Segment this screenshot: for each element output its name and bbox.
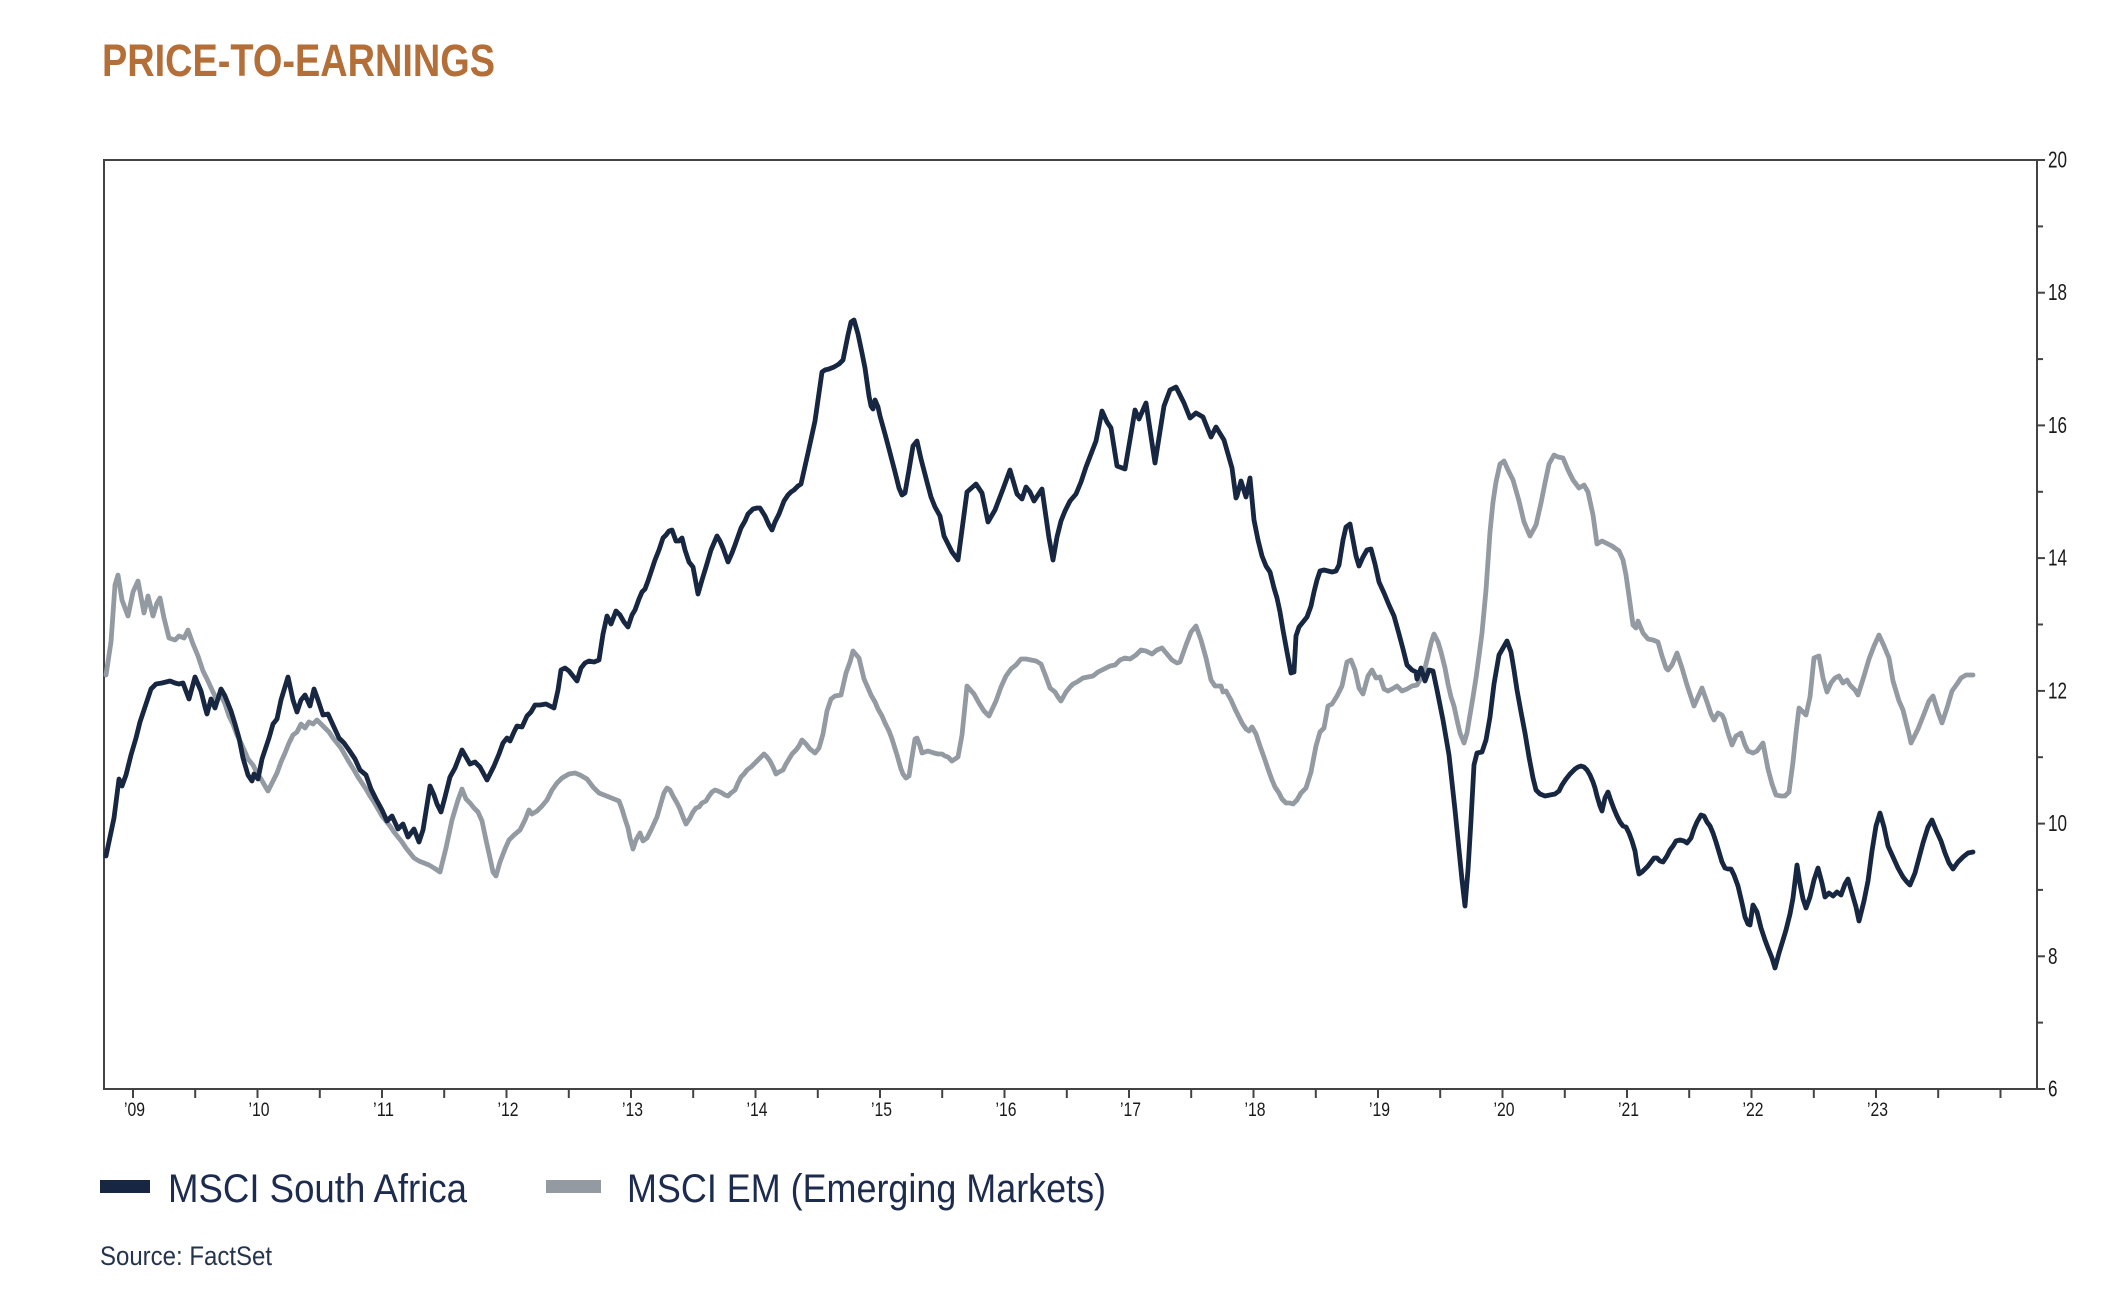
svg-text:’23: ’23	[1867, 1099, 1888, 1121]
svg-text:6: 6	[2048, 1076, 2058, 1102]
svg-text:18: 18	[2048, 279, 2067, 305]
svg-text:MSCI EM (Emerging Markets): MSCI EM (Emerging Markets)	[627, 1167, 1106, 1211]
svg-text:’21: ’21	[1618, 1099, 1639, 1121]
svg-text:’18: ’18	[1245, 1099, 1266, 1121]
svg-text:’20: ’20	[1494, 1099, 1515, 1121]
svg-text:20: 20	[2048, 147, 2067, 173]
svg-text:’10: ’10	[249, 1099, 270, 1121]
svg-text:’19: ’19	[1369, 1099, 1390, 1121]
svg-text:’15: ’15	[871, 1099, 892, 1121]
svg-text:12: 12	[2048, 677, 2067, 703]
svg-text:PRICE-TO-EARNINGS: PRICE-TO-EARNINGS	[102, 35, 495, 86]
svg-text:Source: FactSet: Source: FactSet	[100, 1241, 272, 1271]
svg-text:’09: ’09	[124, 1099, 145, 1121]
svg-text:’11: ’11	[373, 1099, 394, 1121]
svg-text:8: 8	[2048, 943, 2058, 969]
svg-text:’22: ’22	[1743, 1099, 1764, 1121]
svg-text:’14: ’14	[747, 1099, 768, 1121]
svg-text:’13: ’13	[622, 1099, 643, 1121]
svg-text:16: 16	[2048, 412, 2067, 438]
svg-text:’17: ’17	[1120, 1099, 1141, 1121]
svg-text:MSCI South Africa: MSCI South Africa	[168, 1167, 468, 1211]
svg-text:’16: ’16	[996, 1099, 1017, 1121]
svg-text:’12: ’12	[498, 1099, 519, 1121]
svg-text:10: 10	[2048, 810, 2067, 836]
svg-text:14: 14	[2048, 545, 2067, 571]
